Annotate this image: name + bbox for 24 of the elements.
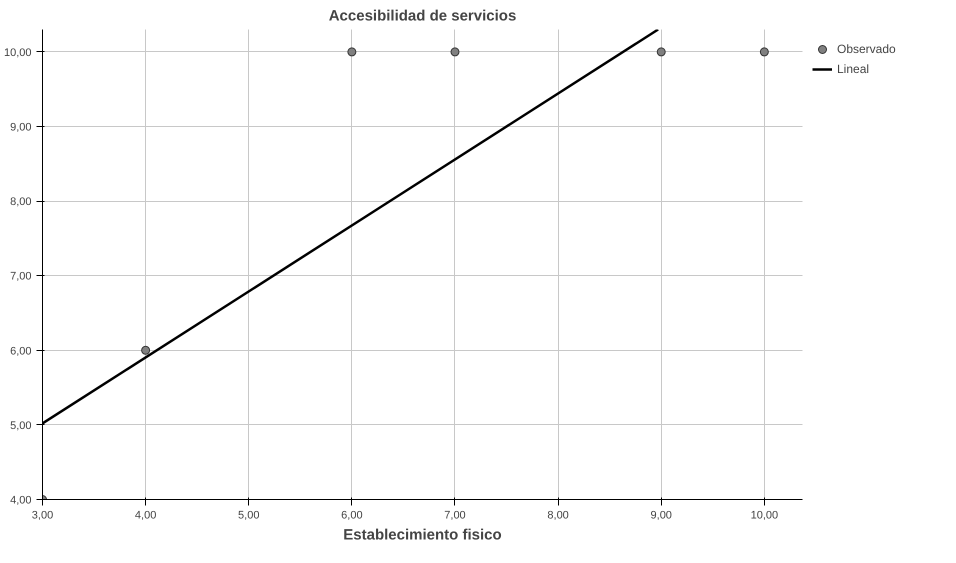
x-tick-label: 7,00 (444, 510, 466, 522)
x-tick-label: 4,00 (134, 510, 156, 522)
y-tick-label: 9,00 (10, 121, 32, 134)
legend-label: Lineal (837, 62, 870, 76)
point (141, 346, 150, 355)
y-tick-label: 6,00 (10, 345, 32, 358)
y-tick-label: 10,00 (4, 46, 32, 59)
point (656, 47, 666, 56)
x-tick-label: 9,00 (650, 510, 672, 522)
x-tick-label: 6,00 (341, 510, 363, 522)
legend-label: Observado (837, 42, 896, 56)
x-tick-label: 5,00 (238, 510, 260, 522)
x-tick-label: 3,00 (32, 510, 54, 522)
point (450, 47, 460, 56)
y-tick-label: 7,00 (10, 270, 32, 283)
y-tick-label: 8,00 (10, 196, 32, 208)
y-tick-label: 4,00 (10, 494, 32, 506)
x-axis-title: Establecimiento fisico (343, 526, 502, 544)
y-tick-label: 5,00 (10, 420, 32, 432)
x-tick-label: 8,00 (547, 510, 569, 522)
point (760, 47, 769, 56)
point (347, 47, 356, 56)
chart-title: Accesibilidad de servicios (328, 8, 516, 24)
x-tick-label: 10,00 (750, 510, 778, 522)
